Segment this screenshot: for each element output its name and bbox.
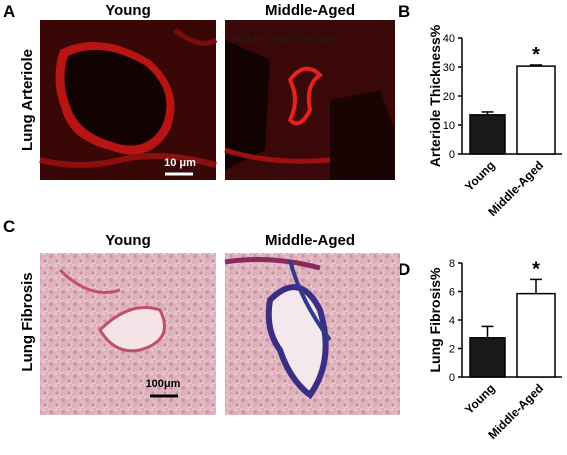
- y-tick-label: 30: [443, 62, 455, 74]
- row-label: Lung Fibrosis: [19, 272, 36, 371]
- y-tick-label: 8: [449, 258, 455, 270]
- y-tick-label: 20: [443, 91, 455, 103]
- bar: [469, 337, 506, 378]
- y-tick-label: 4: [449, 315, 455, 327]
- significance-marker: *: [532, 258, 540, 280]
- y-axis-label: Arteriole Thickness%: [427, 24, 443, 167]
- panel-label: B: [398, 2, 410, 21]
- bar: [469, 114, 506, 155]
- panel-label: A: [3, 2, 15, 21]
- bar: [516, 65, 556, 155]
- micrograph-middle-aged-arteriole: Middle-Aged Female: [224, 20, 395, 180]
- micrograph-young-fibrosis: [40, 253, 216, 415]
- x-tick-label: Young: [462, 381, 498, 417]
- scale-bar-label: 100μm: [146, 378, 181, 390]
- row-label: Lung Arteriole: [19, 49, 36, 151]
- scale-bar-label: 10 μm: [164, 157, 196, 169]
- column-header: Young: [105, 232, 151, 249]
- panel-label: C: [3, 217, 15, 236]
- bar: [516, 292, 556, 378]
- y-tick-label: 6: [449, 287, 455, 299]
- micrograph-young-arteriole: [39, 20, 218, 180]
- y-axis-label: Lung Fibrosis%: [427, 267, 443, 373]
- x-tick-label: Young: [462, 158, 498, 194]
- micrograph-middle-aged-fibrosis: [224, 253, 400, 415]
- y-tick-label: 0: [449, 372, 455, 384]
- y-tick-label: 2: [449, 344, 455, 356]
- y-tick-label: 10: [443, 120, 455, 132]
- y-tick-label: 40: [443, 33, 455, 45]
- significance-marker: *: [532, 44, 540, 66]
- panel-label: D: [398, 260, 410, 279]
- column-header: Young: [105, 2, 151, 19]
- column-header: Middle-Aged: [265, 2, 355, 19]
- image-overlay-text: Middle-Aged Female: [232, 33, 334, 45]
- y-tick-label: 0: [449, 149, 455, 161]
- column-header: Middle-Aged: [265, 232, 355, 249]
